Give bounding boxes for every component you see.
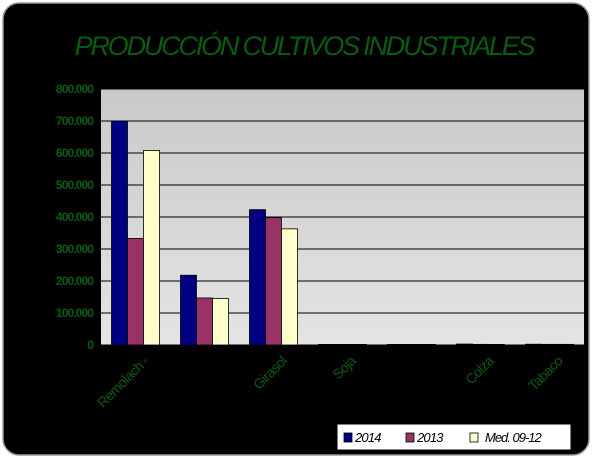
y-tick-label: 200.000 (56, 274, 94, 288)
legend-label-2014: 2014 (354, 430, 381, 445)
bar (143, 150, 160, 346)
bar (387, 343, 404, 346)
y-tick-label: 400.000 (56, 210, 94, 224)
bar (127, 238, 144, 346)
bar (111, 120, 128, 346)
bar (334, 343, 351, 346)
bar (525, 343, 542, 346)
bar (472, 343, 489, 346)
legend: 2014 2013 Med. 09-12 (336, 423, 572, 451)
bar (403, 343, 420, 346)
y-tick-label: 0 (87, 338, 94, 352)
y-tick-label: 800.000 (56, 82, 94, 96)
y-tick-label: 500.000 (56, 178, 94, 192)
bar (350, 343, 367, 346)
legend-box (336, 423, 572, 451)
legend-swatch-2014 (343, 432, 353, 443)
y-tick-label: 100.000 (56, 306, 94, 320)
bar (488, 343, 505, 346)
bar (196, 297, 213, 346)
bars (111, 120, 574, 346)
bar (419, 343, 436, 346)
bar (180, 274, 197, 346)
bar (557, 343, 574, 346)
bar (249, 209, 266, 346)
y-tick-label: 300.000 (56, 242, 94, 256)
bar (212, 298, 229, 346)
bar (541, 343, 558, 346)
chart-title: PRODUCCIÓN CULTIVOS INDUSTRIALES (75, 30, 536, 61)
gridlines (101, 88, 584, 346)
legend-label-2013: 2013 (416, 430, 444, 445)
bar (318, 343, 335, 346)
legend-label-med: Med. 09-12 (485, 430, 543, 445)
legend-swatch-med (469, 432, 479, 443)
y-tick-label: 700.000 (56, 114, 94, 128)
legend-swatch-2013 (405, 432, 415, 443)
bar (265, 217, 282, 346)
bar (456, 343, 473, 346)
bar (281, 228, 298, 346)
y-tick-label: 600.000 (56, 146, 94, 160)
y-axis-ticks: 0 100.000 200.000 300.000 400.000 500.000 600.… (56, 82, 95, 352)
